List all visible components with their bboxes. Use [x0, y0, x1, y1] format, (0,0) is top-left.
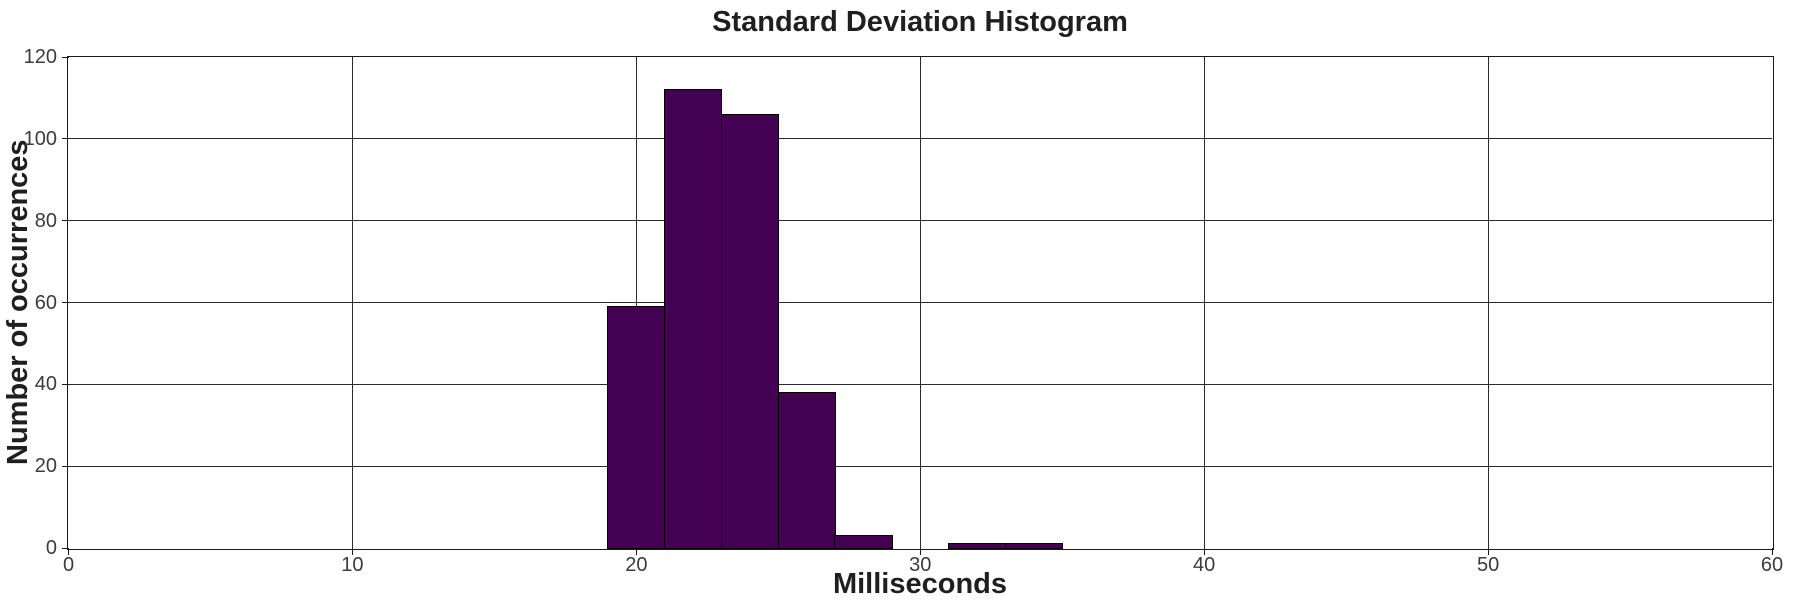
- x-tick-label: 60: [1760, 554, 1784, 576]
- y-tick-mark: [61, 138, 69, 140]
- y-tick-label: 80: [34, 209, 57, 232]
- x-tick-mark: [351, 548, 353, 555]
- x-tick-label: 0: [62, 554, 75, 576]
- x-tick-label: 30: [909, 554, 932, 576]
- y-tick-label: 100: [23, 127, 57, 150]
- y-gridline: [68, 383, 1772, 385]
- histogram-bar: [720, 113, 780, 549]
- axes-border: [67, 55, 1774, 550]
- y-tick-mark: [61, 220, 69, 222]
- x-tick-label: 40: [1193, 554, 1216, 576]
- y-gridline: [68, 465, 1772, 467]
- x-tick-label: 20: [625, 554, 648, 576]
- x-tick-mark: [635, 548, 637, 555]
- y-tick-label: 40: [34, 373, 57, 396]
- histogram-bar: [663, 88, 723, 549]
- x-tick-label: 10: [341, 554, 364, 576]
- y-tick-label: 120: [23, 46, 57, 68]
- histogram-bar: [834, 534, 893, 549]
- y-tick-label: 60: [34, 291, 57, 314]
- y-tick-mark: [61, 383, 69, 385]
- histogram-bar: [777, 391, 836, 549]
- y-tick-label: 20: [34, 455, 57, 478]
- x-tick-label: 50: [1476, 554, 1500, 576]
- y-tick-mark: [61, 547, 69, 549]
- histogram-bar: [1004, 543, 1063, 549]
- histogram-bar: [607, 305, 666, 549]
- x-tick-mark: [1487, 548, 1489, 555]
- x-tick-mark: [919, 548, 921, 555]
- y-tick-mark: [61, 56, 69, 58]
- x-tick-mark: [1771, 548, 1773, 555]
- chart-title: Standard Deviation Histogram: [712, 6, 1128, 38]
- y-gridline: [68, 302, 1772, 303]
- histogram-bar: [947, 543, 1007, 549]
- y-gridline: [68, 138, 1772, 140]
- x-tick-mark: [68, 548, 69, 555]
- y-tick-mark: [61, 302, 69, 303]
- x-axis-label: Milliseconds: [832, 568, 1008, 600]
- y-gridline: [68, 220, 1772, 222]
- y-tick-mark: [61, 465, 69, 467]
- x-tick-mark: [1203, 548, 1205, 555]
- y-tick-label: 0: [45, 537, 57, 559]
